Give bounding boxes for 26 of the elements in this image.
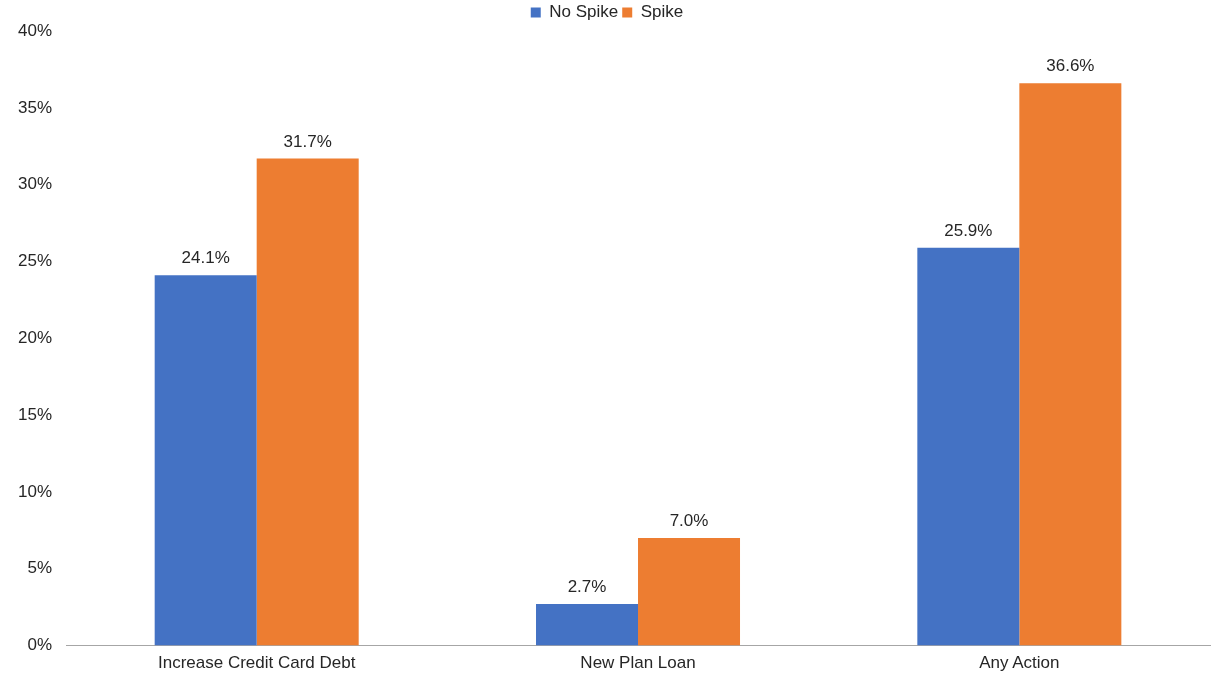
data-label: 36.6% [1046,56,1095,76]
data-label: 31.7% [283,131,332,151]
y-tick-label: 5% [27,558,53,578]
data-label: 2.7% [567,577,607,597]
y-tick-label: 20% [17,327,53,347]
data-label: 7.0% [669,511,709,531]
data-label: 24.1% [181,248,230,268]
x-tick-label: Any Action [979,653,1060,673]
y-tick-label: 10% [17,481,53,501]
y-tick-label: 40% [17,20,53,40]
y-tick-label: 15% [17,404,53,424]
x-tick-label: New Plan Loan [580,653,696,673]
bar [256,158,359,646]
bar [1019,83,1122,646]
y-tick-label: 35% [17,97,53,117]
legend-label: Spike [640,2,684,22]
x-tick-label: Increase Credit Card Debt [157,653,356,673]
bar [917,247,1020,646]
y-tick-label: 0% [27,635,53,655]
data-label: 25.9% [944,220,993,240]
bar [536,604,639,646]
y-tick-label: 30% [17,174,53,194]
bar [638,538,741,646]
bar [154,275,257,646]
y-tick-label: 25% [17,251,53,271]
legend-label: No Spike [549,2,619,22]
